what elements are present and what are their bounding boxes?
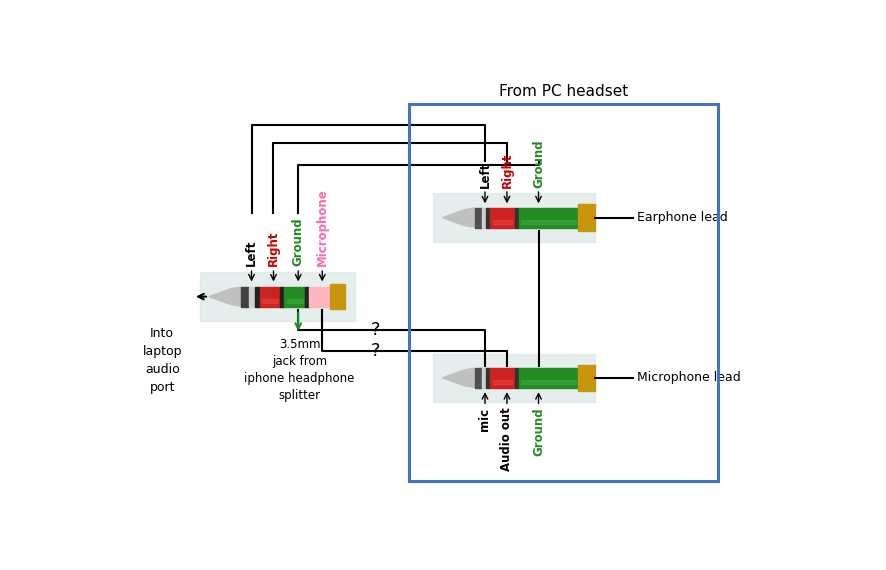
- Bar: [260, 287, 280, 307]
- Bar: [486, 207, 491, 228]
- Bar: [330, 284, 345, 309]
- Bar: [250, 287, 255, 307]
- Bar: [200, 272, 354, 321]
- Bar: [255, 287, 260, 307]
- Polygon shape: [209, 287, 241, 306]
- Bar: [433, 353, 595, 402]
- Bar: [409, 104, 719, 481]
- Text: ?: ?: [370, 343, 380, 360]
- Bar: [280, 287, 284, 307]
- Bar: [521, 380, 576, 384]
- Text: Audio out: Audio out: [501, 408, 514, 471]
- Bar: [491, 368, 515, 388]
- Bar: [515, 368, 519, 388]
- Polygon shape: [442, 368, 475, 388]
- Text: Microphone lead: Microphone lead: [637, 371, 742, 384]
- Text: Earphone lead: Earphone lead: [637, 211, 728, 224]
- Bar: [284, 287, 305, 307]
- Bar: [309, 287, 330, 307]
- Text: From PC headset: From PC headset: [500, 84, 628, 99]
- Text: Left: Left: [478, 161, 492, 188]
- Bar: [578, 365, 595, 391]
- Bar: [482, 368, 486, 388]
- Text: Ground: Ground: [291, 217, 305, 266]
- Bar: [241, 287, 250, 307]
- Bar: [286, 299, 303, 303]
- Polygon shape: [442, 208, 475, 227]
- Bar: [475, 207, 482, 228]
- Text: Left: Left: [245, 239, 258, 266]
- Bar: [262, 299, 278, 303]
- Text: mic: mic: [478, 408, 492, 431]
- Text: Ground: Ground: [532, 408, 545, 457]
- Bar: [475, 368, 482, 388]
- Text: Ground: Ground: [532, 139, 545, 188]
- Bar: [578, 205, 595, 231]
- Bar: [515, 207, 519, 228]
- Text: 3.5mm
jack from
iphone headphone
splitter: 3.5mm jack from iphone headphone splitte…: [245, 339, 354, 402]
- Bar: [433, 193, 595, 242]
- Text: Right: Right: [501, 152, 514, 188]
- Bar: [305, 287, 309, 307]
- Bar: [493, 220, 512, 224]
- Text: ?: ?: [370, 320, 380, 339]
- Bar: [486, 368, 491, 388]
- Text: Into
laptop
audio
port: Into laptop audio port: [143, 327, 182, 394]
- Bar: [519, 207, 578, 228]
- Bar: [519, 368, 578, 388]
- Bar: [491, 207, 515, 228]
- Bar: [482, 207, 486, 228]
- Text: Microphone: Microphone: [315, 188, 329, 266]
- Text: Right: Right: [267, 230, 280, 266]
- Bar: [521, 220, 576, 224]
- Bar: [493, 380, 512, 384]
